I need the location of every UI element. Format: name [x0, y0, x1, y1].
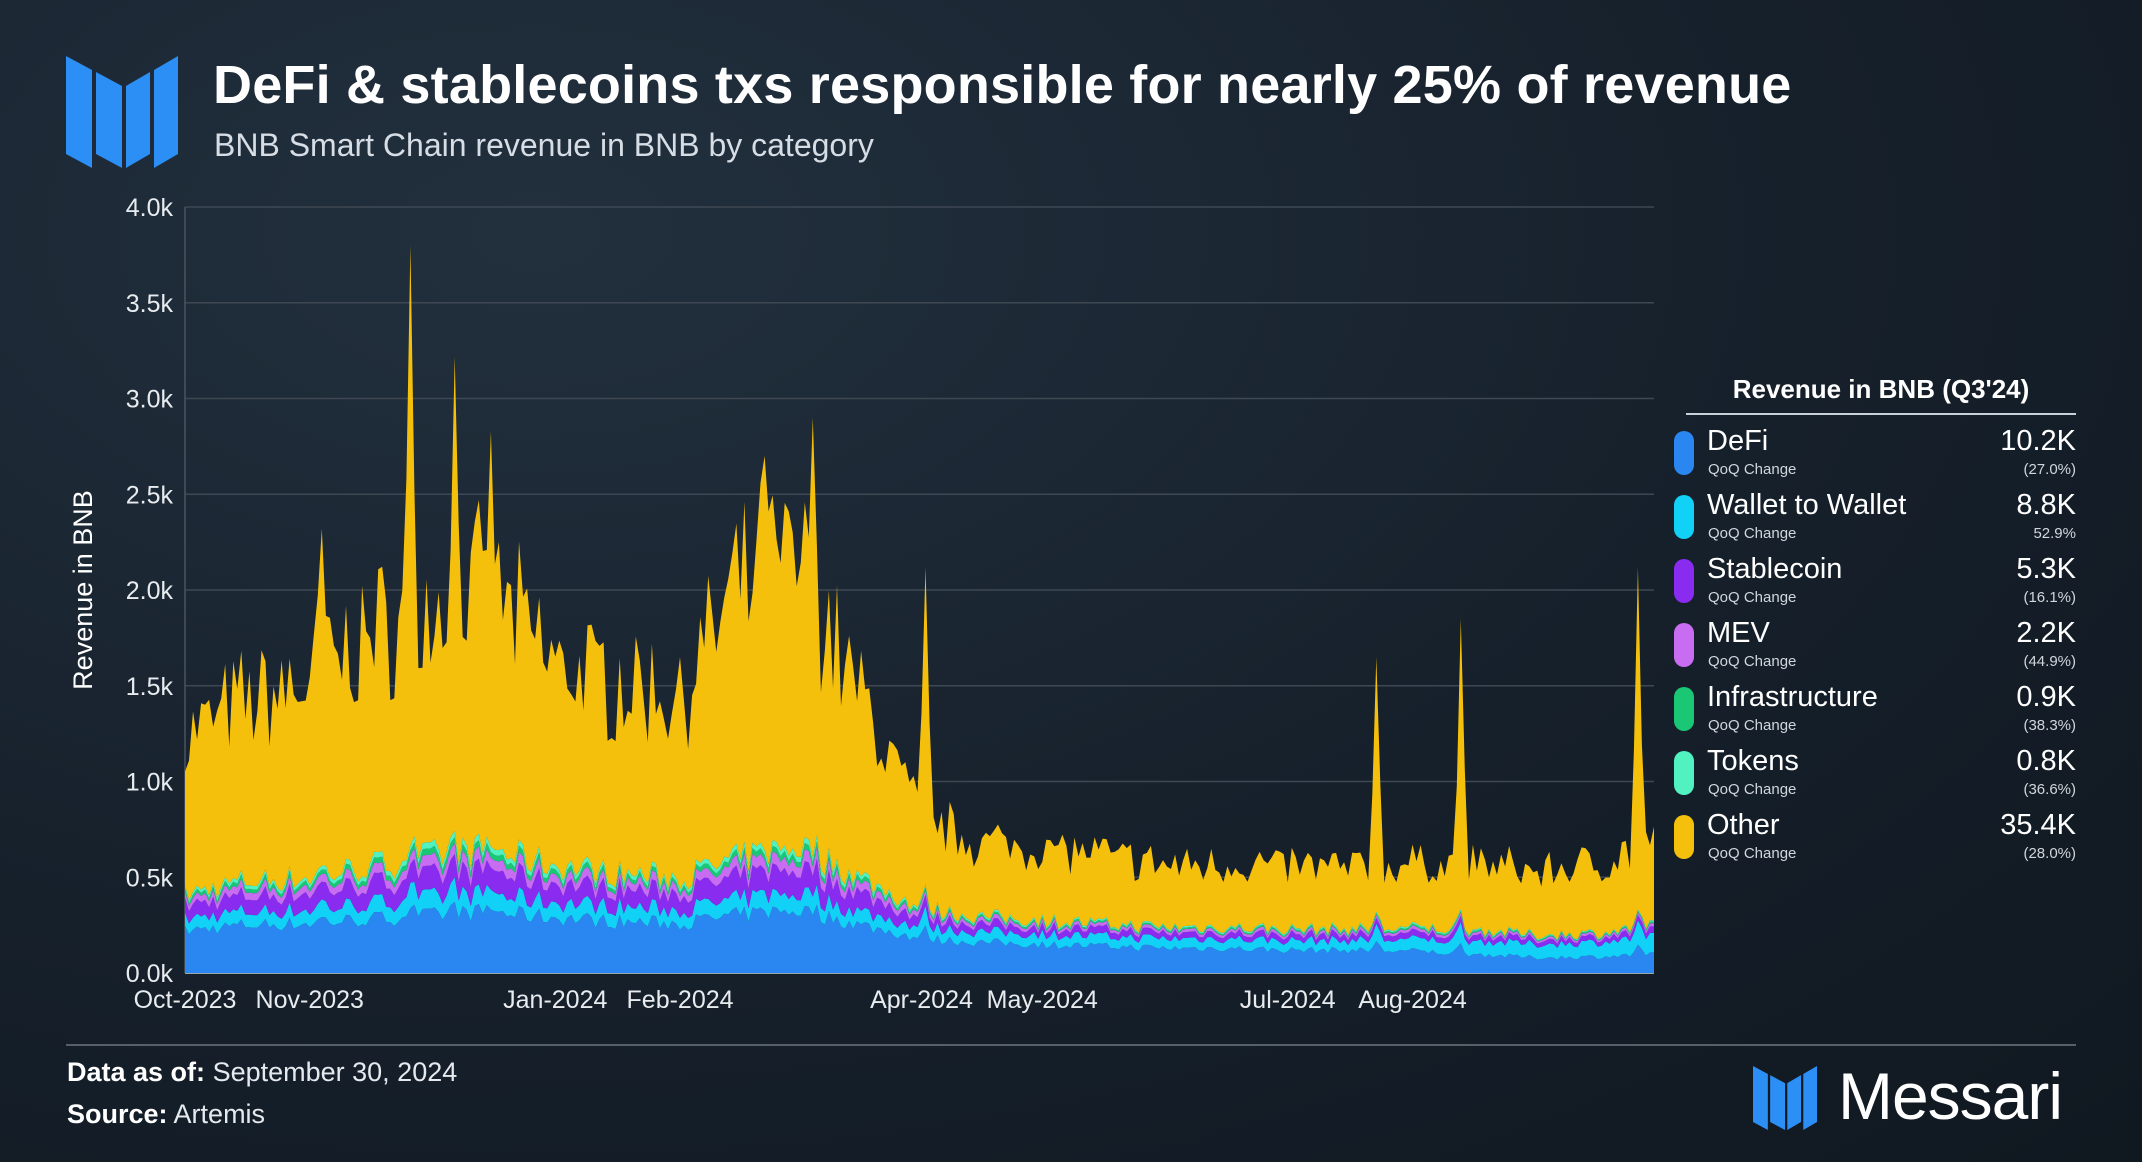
legend-swatch	[1674, 687, 1694, 731]
legend-qoq-change: (16.1%)	[2023, 589, 2076, 606]
area-series-wallet-to-wallet	[185, 877, 1654, 960]
legend-items: DeFi QoQ Change 10.2K (27.0%) Wallet to Wall…	[1674, 415, 2076, 863]
legend-item-stablecoin: Stablecoin QoQ Change 5.3K (16.1%)	[1674, 543, 2076, 607]
y-tick-label: 0.0k	[126, 960, 174, 988]
data-as-of-value: September 30, 2024	[212, 1057, 458, 1087]
legend-qoq-label: QoQ Change	[1708, 781, 1797, 798]
legend-swatch	[1674, 815, 1694, 859]
y-tick-label: 4.0k	[126, 194, 174, 222]
legend-series-name: Wallet to Wallet	[1707, 489, 1907, 521]
x-tick-label: Oct-2023	[134, 986, 237, 1014]
legend-series-name: DeFi	[1707, 425, 1769, 457]
legend-series-name: Infrastructure	[1707, 681, 1878, 713]
legend-item-mev: MEV QoQ Change 2.2K (44.9%)	[1674, 607, 2076, 671]
legend-qoq-change: (36.6%)	[2023, 781, 2076, 798]
legend-series-value: 0.8K	[2016, 745, 2076, 777]
x-tick-label: Feb-2024	[627, 986, 734, 1014]
y-tick-label: 3.0k	[126, 386, 174, 414]
legend-series-name: MEV	[1707, 617, 1770, 649]
y-tick-label: 2.0k	[126, 577, 174, 605]
legend-qoq-label: QoQ Change	[1708, 717, 1797, 734]
legend-qoq-change: (38.3%)	[2023, 717, 2076, 734]
legend-swatch	[1674, 495, 1694, 539]
legend-qoq-change: 52.9%	[2033, 525, 2076, 542]
messari-brand-icon	[1753, 1066, 1817, 1130]
legend-item-infrastructure: Infrastructure QoQ Change 0.9K (38.3%)	[1674, 671, 2076, 735]
legend-series-name: Tokens	[1707, 745, 1799, 777]
legend-qoq-change: (28.0%)	[2023, 845, 2076, 862]
x-tick-label: Apr-2024	[870, 986, 973, 1014]
area-series-stablecoin	[185, 854, 1654, 948]
area-series-defi	[185, 901, 1654, 973]
legend-series-name: Stablecoin	[1707, 553, 1843, 585]
legend-item-other: Other QoQ Change 35.4K (28.0%)	[1674, 799, 2076, 863]
x-tick-label: Aug-2024	[1358, 986, 1467, 1014]
chart-subtitle: BNB Smart Chain revenue in BNB by catego…	[214, 127, 874, 163]
y-tick-label: 0.5k	[126, 864, 174, 892]
legend-item-defi: DeFi QoQ Change 10.2K (27.0%)	[1674, 415, 2076, 479]
legend-series-value: 10.2K	[2000, 425, 2076, 457]
legend-series-value: 8.8K	[2016, 489, 2076, 521]
legend-item-tokens: Tokens QoQ Change 0.8K (36.6%)	[1674, 735, 2076, 799]
y-tick-label: 1.5k	[126, 673, 174, 701]
legend-series-value: 35.4K	[2000, 809, 2076, 841]
legend-qoq-label: QoQ Change	[1708, 589, 1797, 606]
y-tick-label: 3.5k	[126, 290, 174, 318]
chart-title: DeFi & stablecoins txs responsible for n…	[213, 55, 1792, 115]
source-label: Source:	[67, 1099, 168, 1129]
legend-title: Revenue in BNB (Q3'24)	[1686, 374, 2076, 415]
x-tick-label: Nov-2023	[256, 986, 364, 1014]
data-as-of-label: Data as of:	[67, 1057, 206, 1087]
y-axis-title: Revenue in BNB	[68, 490, 98, 690]
x-tick-label: Jul-2024	[1240, 986, 1336, 1014]
messari-logo-icon	[66, 56, 178, 168]
legend-qoq-change: (44.9%)	[2023, 653, 2076, 670]
source-value: Artemis	[173, 1099, 266, 1129]
legend-item-wallet-to-wallet: Wallet to Wallet QoQ Change 8.8K 52.9%	[1674, 479, 2076, 543]
y-tick-label: 1.0k	[126, 769, 174, 797]
legend-qoq-label: QoQ Change	[1708, 525, 1797, 542]
data-as-of: Data as of: September 30, 2024	[67, 1057, 457, 1088]
legend-series-value: 0.9K	[2016, 681, 2076, 713]
legend-swatch	[1674, 751, 1694, 795]
legend-qoq-change: (27.0%)	[2023, 461, 2076, 478]
brand-name: Messari	[1838, 1059, 2063, 1133]
legend-qoq-label: QoQ Change	[1708, 461, 1797, 478]
legend-swatch	[1674, 623, 1694, 667]
legend-series-value: 2.2K	[2016, 617, 2076, 649]
source: Source: Artemis	[67, 1099, 265, 1130]
x-tick-label: Jan-2024	[503, 986, 607, 1014]
y-tick-label: 2.5k	[126, 481, 174, 509]
x-tick-label: May-2024	[987, 986, 1098, 1014]
legend-series-name: Other	[1707, 809, 1780, 841]
legend-qoq-label: QoQ Change	[1708, 653, 1797, 670]
legend-qoq-label: QoQ Change	[1708, 845, 1797, 862]
legend-swatch	[1674, 559, 1694, 603]
legend-series-value: 5.3K	[2016, 553, 2076, 585]
legend-swatch	[1674, 431, 1694, 475]
area-series-other	[185, 245, 1654, 940]
footer-divider	[66, 1044, 2076, 1046]
legend: Revenue in BNB (Q3'24) DeFi QoQ Change 10.…	[1674, 374, 2076, 863]
